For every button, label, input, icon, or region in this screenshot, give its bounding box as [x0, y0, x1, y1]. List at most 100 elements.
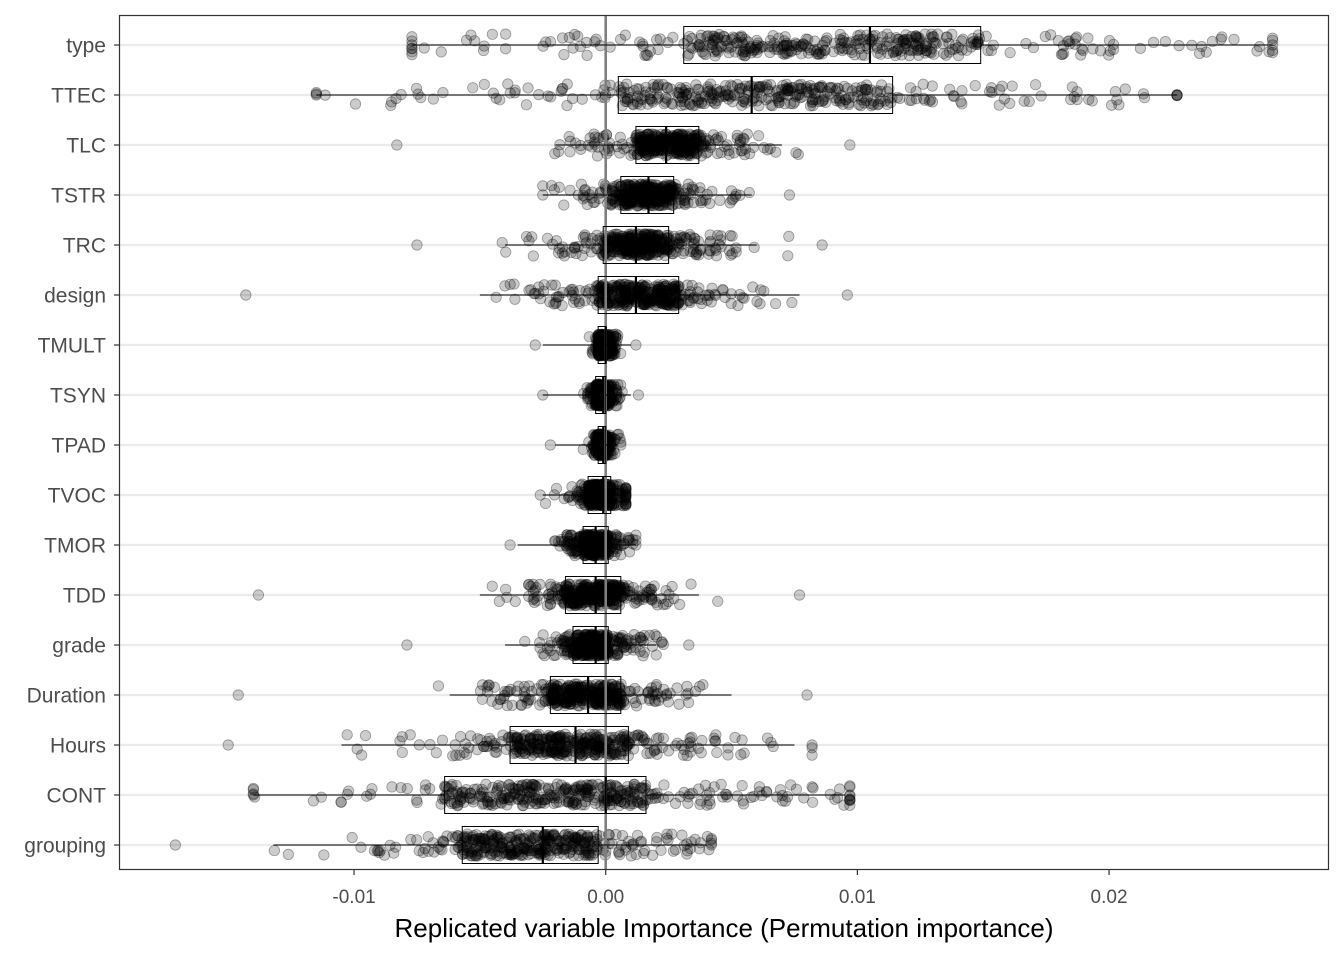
- point-type: [755, 42, 767, 54]
- point-type: [778, 40, 791, 52]
- point-type: [537, 40, 549, 52]
- point-type: [1159, 35, 1171, 48]
- point-type: [940, 31, 953, 43]
- point-min-TMOR: [504, 539, 516, 551]
- point-design: [664, 299, 676, 312]
- point-TTEC: [956, 85, 968, 97]
- point-TDD: [712, 595, 724, 607]
- point-type: [717, 30, 730, 42]
- point-type: [965, 37, 977, 49]
- point-TDD: [486, 580, 498, 592]
- point-type: [654, 33, 666, 45]
- point-type: [640, 49, 653, 61]
- point-TMOR: [578, 532, 590, 544]
- point-type: [905, 45, 917, 57]
- point-type: [827, 46, 839, 58]
- point-TLC: [563, 131, 575, 143]
- point-type: [702, 30, 714, 42]
- point-type: [919, 47, 931, 59]
- point-type: [500, 43, 512, 55]
- point-type: [912, 31, 924, 44]
- point-type: [973, 33, 986, 45]
- point-type: [971, 37, 984, 49]
- point-type: [949, 43, 961, 55]
- point-type: [406, 42, 418, 55]
- point-type: [1045, 29, 1057, 41]
- point-type: [719, 34, 731, 47]
- point-type: [1071, 31, 1083, 43]
- point-type: [1062, 35, 1074, 48]
- point-TLC: [738, 149, 751, 161]
- point-TTEC: [904, 94, 916, 106]
- point-TTEC: [734, 83, 746, 95]
- point-type: [812, 43, 824, 55]
- point-type: [1069, 32, 1082, 45]
- point-type: [876, 43, 888, 55]
- point-TTEC: [1137, 88, 1150, 100]
- point-type: [967, 32, 979, 45]
- point-type: [926, 43, 938, 55]
- point-type: [883, 40, 895, 52]
- point-type: [736, 48, 748, 61]
- point-type: [1200, 46, 1212, 58]
- point-TRC: [723, 245, 735, 257]
- point-TTEC: [522, 82, 534, 94]
- point-TTEC: [782, 89, 794, 101]
- point-type: [707, 38, 719, 51]
- point-type: [764, 46, 776, 59]
- point-type: [891, 44, 904, 56]
- point-TTEC: [996, 80, 1008, 92]
- point-type: [708, 46, 720, 58]
- point-TSYN: [616, 386, 628, 398]
- point-TTEC: [865, 84, 877, 96]
- point-type: [901, 39, 913, 52]
- point-type: [779, 48, 791, 60]
- point-TVOC: [590, 499, 602, 511]
- point-type: [911, 40, 924, 52]
- point-type: [913, 37, 925, 49]
- point-type: [852, 30, 864, 42]
- point-type: [1052, 35, 1064, 47]
- point-type: [816, 39, 829, 51]
- point-TSTR: [743, 186, 755, 199]
- point-type: [1147, 36, 1160, 48]
- point-type: [687, 42, 699, 54]
- point-type: [751, 34, 763, 47]
- point-TLC: [564, 146, 576, 158]
- point-type: [1075, 49, 1087, 61]
- point-type: [929, 37, 941, 49]
- point-TTEC: [816, 81, 828, 93]
- point-max-design: [841, 289, 853, 301]
- point-design: [538, 279, 550, 291]
- point-design: [508, 278, 520, 290]
- point-TSTR: [714, 194, 726, 207]
- point-type: [913, 49, 925, 61]
- point-TLC: [598, 130, 610, 143]
- point-type: [943, 46, 956, 58]
- point-TSYN: [587, 391, 599, 403]
- point-type: [465, 29, 477, 41]
- point-type: [898, 34, 910, 46]
- point-type: [642, 49, 654, 62]
- point-type: [914, 35, 926, 47]
- point-TTEC: [673, 88, 686, 100]
- point-type: [581, 49, 593, 61]
- point-design: [490, 291, 502, 303]
- point-type: [739, 50, 751, 62]
- point-type: [736, 31, 748, 43]
- point-type: [833, 43, 845, 55]
- point-TTEC: [689, 99, 701, 111]
- point-TTEC: [1083, 93, 1095, 106]
- point-type: [842, 43, 854, 55]
- point-min-TLC: [391, 139, 403, 151]
- point-TTEC: [478, 78, 490, 91]
- point-type: [802, 47, 815, 59]
- point-type: [905, 30, 918, 43]
- point-type: [731, 37, 743, 49]
- point-type: [910, 30, 922, 42]
- point-TLC: [575, 143, 587, 155]
- point-TVOC: [566, 494, 579, 507]
- point-type: [706, 30, 719, 42]
- point-TTEC: [985, 82, 998, 94]
- point-type: [739, 49, 751, 61]
